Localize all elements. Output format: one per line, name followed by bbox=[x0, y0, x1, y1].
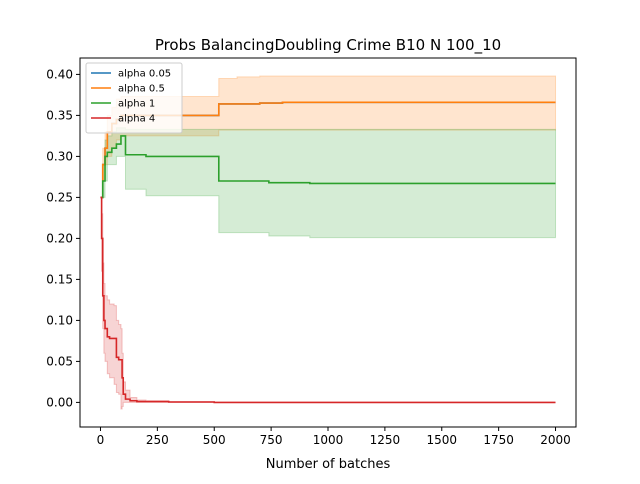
y-tick-label-3: 0.15 bbox=[46, 272, 73, 286]
x-axis-label: Number of batches bbox=[266, 457, 391, 472]
x-tick-label-3: 750 bbox=[260, 433, 283, 447]
x-tick-label-4: 1000 bbox=[313, 433, 344, 447]
x-tick-label-2: 500 bbox=[203, 433, 226, 447]
x-tick-label-8: 2000 bbox=[540, 433, 571, 447]
legend-label-0: alpha 0.05 bbox=[118, 69, 171, 80]
y-tick-label-0: 0.00 bbox=[46, 395, 73, 409]
y-axis-ticks: 0.00 0.05 0.10 0.15 0.20 0.25 0.30 0.35 0.40 bbox=[46, 67, 80, 409]
x-tick-label-5: 1250 bbox=[370, 433, 401, 447]
x-tick-label-7: 1750 bbox=[483, 433, 514, 447]
x-tick-label-0: 0 bbox=[97, 433, 105, 447]
x-axis-ticks: 0 250 500 750 1000 1250 1500 1750 2000 bbox=[97, 427, 571, 447]
y-tick-label-7: 0.35 bbox=[46, 108, 73, 122]
legend-label-1: alpha 0.5 bbox=[118, 84, 165, 95]
legend: alpha 0.05 alpha 0.5 alpha 1 alpha 4 bbox=[85, 62, 183, 134]
y-tick-label-2: 0.10 bbox=[46, 313, 73, 327]
y-tick-label-1: 0.05 bbox=[46, 354, 73, 368]
legend-label-2: alpha 1 bbox=[118, 99, 155, 110]
y-tick-label-8: 0.40 bbox=[46, 67, 73, 81]
x-tick-label-6: 1500 bbox=[426, 433, 457, 447]
legend-label-3: alpha 4 bbox=[118, 114, 155, 125]
y-tick-label-6: 0.30 bbox=[46, 149, 73, 163]
x-tick-label-1: 250 bbox=[146, 433, 169, 447]
line-series-3 bbox=[100, 196, 556, 404]
y-tick-label-5: 0.25 bbox=[46, 190, 73, 204]
chart-title: Probs BalancingDoubling Crime B10 N 100_… bbox=[155, 36, 501, 55]
line-series-2 bbox=[100, 135, 556, 199]
y-tick-label-4: 0.20 bbox=[46, 231, 73, 245]
legend-box bbox=[85, 62, 183, 134]
